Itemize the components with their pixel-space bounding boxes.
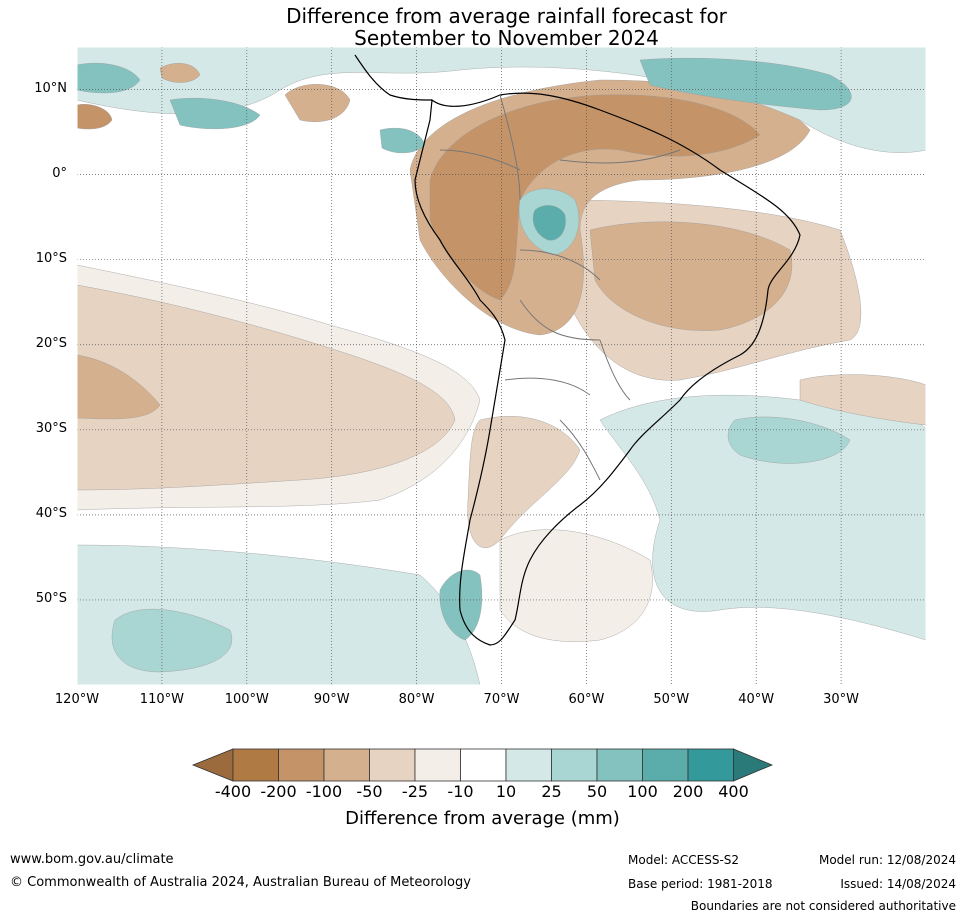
colorbar-tick-label: 200 (672, 782, 704, 801)
longitude-label: 80°W (398, 692, 435, 707)
colorbar-swatch (414, 748, 461, 782)
longitude-label: 90°W (313, 692, 350, 707)
colorbar-swatch (460, 748, 507, 782)
colorbar-tick-label: -25 (401, 782, 429, 801)
footer-model: Model: ACCESS-S2 (628, 853, 740, 867)
anomaly-region-wet-amazon-core (532, 205, 566, 241)
anomaly-region-wet-pacific-north (77, 62, 141, 94)
colorbar-tick-label: 25 (541, 782, 562, 801)
latitude-label: 30°S (35, 420, 67, 436)
map-frame (76, 46, 927, 686)
anomaly-region-dry-south-cone (467, 416, 581, 548)
colorbar-swatch (232, 748, 279, 782)
colorbar-tick-label: -50 (356, 782, 383, 801)
anomaly-region-wet-atlantic (599, 394, 926, 641)
country-borders (439, 94, 681, 481)
colorbar-tick-label: 400 (718, 782, 749, 801)
footer-copyright: © Commonwealth of Australia 2024, Austra… (10, 875, 471, 890)
longitude-label: 120°W (54, 692, 100, 707)
colorbar-tick-label: 50 (586, 782, 608, 801)
map-title-line2: September to November 2024 (354, 26, 659, 50)
footer-issued: Issued: 14/08/2024 (840, 877, 956, 891)
colorbar-swatch (596, 748, 643, 782)
colorbar-tick-label: 10 (495, 782, 517, 801)
footer-base-period: Base period: 1981-2018 (628, 877, 773, 891)
colorbar-swatch (323, 748, 370, 782)
longitude-label: 110°W (139, 692, 184, 707)
latitude-label: 10°N (34, 80, 67, 96)
longitude-label: 100°W (224, 692, 269, 707)
colorbar-tick-label: -400 (214, 782, 252, 801)
longitude-label: 30°W (823, 692, 860, 707)
latitude-label: 10°S (35, 250, 67, 266)
anomaly-region-dry-atlantic (799, 374, 926, 426)
colorbar-tick-label: 100 (627, 782, 658, 801)
map-title-line1: Difference from average rainfall forecas… (286, 4, 727, 28)
latitude-label: 0° (52, 165, 67, 181)
colorbar-swatch (369, 748, 416, 782)
anomaly-region-wet-pacific-north-2 (169, 97, 261, 130)
footer-disclaimer: Boundaries are not considered authoritat… (690, 899, 956, 913)
colorbar-extend-low (191, 748, 234, 782)
colorbar-swatch (551, 748, 598, 782)
colorbar-swatch (642, 748, 689, 782)
latitude-label: 40°S (35, 505, 67, 521)
anomaly-region-wet-atlantic-core (727, 416, 851, 464)
footer-website-link[interactable]: www.bom.gov.au/climate (10, 852, 174, 867)
latitude-label: 20°S (35, 335, 67, 351)
longitude-label: 60°W (568, 692, 605, 707)
anomaly-region-wet-south-core (111, 608, 232, 673)
anomaly-region-neutral-argentina (499, 529, 653, 642)
longitude-label: 50°W (653, 692, 690, 707)
colorbar-extend-high (733, 748, 774, 782)
longitude-label: 70°W (483, 692, 520, 707)
colorbar (191, 748, 774, 782)
latitude-label: 50°S (35, 590, 67, 606)
anomaly-region-dry-pacific-core (77, 354, 161, 420)
colorbar-tick-label: -200 (260, 782, 297, 801)
anomaly-region-dry-mexico-pacific (159, 63, 201, 83)
south-america-coastline (414, 92, 801, 646)
footer-model-run: Model run: 12/08/2024 (818, 853, 956, 867)
colorbar-swatch (687, 748, 734, 782)
anomaly-region-dry-pacific-mid (77, 284, 456, 491)
anomaly-region-wet-colombia-pacific (379, 127, 426, 154)
longitude-label: 40°W (738, 692, 775, 707)
anomaly-region-wet-caribbean-core (639, 57, 852, 111)
colorbar-swatch (505, 748, 552, 782)
rainfall-anomaly-layer (77, 47, 926, 685)
anomaly-region-dry-central-america (284, 84, 351, 122)
colorbar-tick-label: -10 (447, 782, 474, 801)
anomaly-region-dry-brazil (589, 221, 792, 331)
anomaly-region-dry-far-pacific (77, 104, 113, 130)
colorbar-title: Difference from average (mm) (345, 808, 620, 829)
central-america-coastline (354, 54, 433, 101)
colorbar-swatch (278, 748, 325, 782)
colorbar-tick-label: -100 (305, 782, 343, 801)
